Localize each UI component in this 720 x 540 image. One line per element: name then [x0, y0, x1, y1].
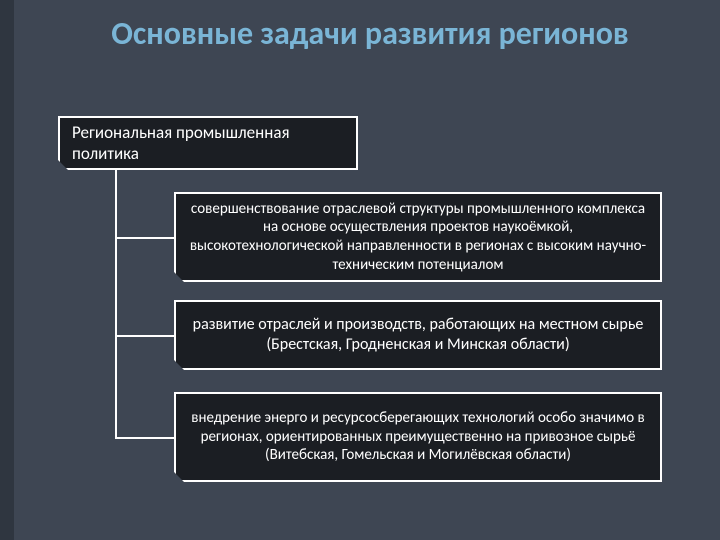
connector-branch-1	[115, 335, 174, 337]
connector-trunk	[115, 170, 117, 437]
root-box-label: Региональная промышленная политика	[72, 122, 344, 165]
child-box-2-label: внедрение энерго и ресурсосберегающих те…	[188, 409, 648, 465]
connector-branch-0	[115, 237, 174, 239]
child-box-2: внедрение энерго и ресурсосберегающих те…	[174, 392, 662, 482]
child-box-0-label: совершенствование отраслевой структуры п…	[188, 200, 648, 275]
side-accent	[0, 0, 14, 540]
root-box: Региональная промышленная политика	[58, 116, 358, 170]
slide-title: Основные задачи развития регионов	[60, 16, 680, 53]
child-box-0: совершенствование отраслевой структуры п…	[174, 192, 662, 282]
child-box-1: развитие отраслей и производств, работаю…	[174, 300, 662, 370]
child-box-1-label: развитие отраслей и производств, работаю…	[188, 315, 648, 355]
slide: Основные задачи развития регионов Регион…	[0, 0, 720, 540]
connector-branch-2	[115, 437, 174, 439]
